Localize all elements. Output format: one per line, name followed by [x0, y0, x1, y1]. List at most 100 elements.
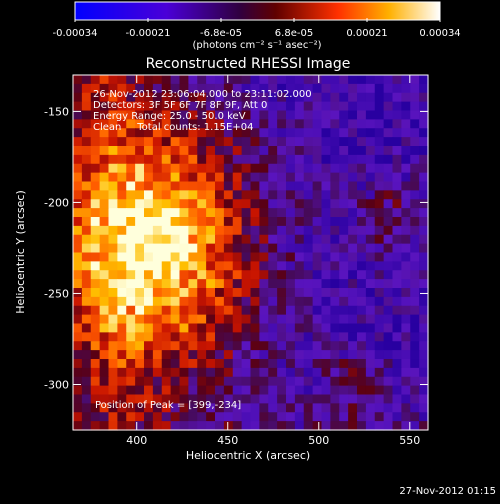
heatmap-cell	[152, 252, 163, 262]
heatmap-cell	[330, 119, 340, 129]
heatmap-cell	[419, 421, 429, 431]
heatmap-cell	[206, 279, 216, 289]
heatmap-cell	[188, 261, 198, 271]
heatmap-cell	[419, 199, 429, 209]
heatmap-cell	[223, 279, 234, 289]
heatmap-cell	[215, 146, 225, 156]
heatmap-cell	[374, 341, 385, 351]
heatmap-cell	[339, 101, 349, 112]
heatmap-cell	[410, 394, 420, 404]
heatmap-cell	[197, 305, 207, 316]
heatmap-cell	[161, 394, 172, 404]
heatmap-cell	[152, 225, 163, 236]
heatmap-cell	[312, 288, 323, 298]
heatmap-cell	[206, 350, 216, 360]
heatmap-cell	[330, 279, 340, 289]
heatmap-cell	[392, 190, 402, 200]
heatmap-cell	[312, 181, 323, 191]
heatmap-cell	[348, 110, 358, 120]
heatmap-cell	[410, 172, 420, 183]
heatmap-cell	[206, 421, 216, 431]
heatmap-cell	[357, 421, 367, 431]
heatmap-cell	[241, 83, 252, 94]
heatmap-cell	[321, 323, 331, 333]
heatmap-cell	[410, 323, 420, 333]
heatmap-cell	[179, 323, 189, 333]
heatmap-cell	[90, 261, 101, 271]
heatmap-cell	[126, 350, 136, 360]
heatmap-cell	[232, 199, 243, 209]
heatmap-cell	[365, 367, 376, 378]
heatmap-cell	[117, 288, 127, 298]
heatmap-cell	[321, 252, 331, 262]
heatmap-cell	[223, 376, 234, 387]
heatmap-cell	[294, 421, 305, 431]
heatmap-cell	[365, 412, 376, 422]
heatmap-cell	[321, 199, 331, 209]
heatmap-cell	[108, 119, 118, 129]
heatmap-cell	[223, 172, 234, 183]
heatmap-cell	[348, 163, 358, 174]
heatmap-cell	[73, 296, 83, 307]
heatmap-cell	[135, 234, 145, 245]
heatmap-cell	[419, 92, 429, 103]
heatmap-cell	[277, 296, 287, 307]
heatmap-cell	[197, 163, 207, 174]
heatmap-cell	[135, 75, 145, 85]
heatmap-cell	[197, 288, 207, 298]
heatmap-cell	[357, 190, 367, 200]
heatmap-cell	[215, 394, 225, 404]
heatmap-cell	[348, 128, 358, 138]
heatmap-cell	[152, 412, 163, 422]
heatmap-cell	[410, 119, 420, 129]
heatmap-cell	[286, 296, 296, 307]
heatmap-cell	[250, 279, 260, 289]
heatmap-cell	[144, 92, 154, 103]
heatmap-cell	[250, 199, 260, 209]
heatmap-cell	[170, 83, 181, 94]
heatmap-cell	[330, 101, 340, 112]
heatmap-cell	[161, 119, 172, 129]
heatmap-cell	[223, 110, 234, 120]
heatmap-cell	[392, 323, 402, 333]
heatmap-cell	[303, 359, 314, 369]
heatmap-cell	[197, 208, 207, 218]
heatmap-cell	[108, 208, 118, 218]
heatmap-cell	[419, 323, 429, 333]
heatmap-cell	[392, 279, 402, 289]
heatmap-cell	[197, 243, 207, 254]
heatmap-cell	[108, 225, 118, 236]
heatmap-cell	[161, 154, 172, 165]
heatmap-cell	[294, 163, 305, 174]
heatmap-cell	[321, 385, 331, 396]
heatmap-cell	[401, 261, 411, 271]
heatmap-cell	[286, 199, 296, 209]
heatmap-cell	[73, 288, 83, 298]
heatmap-cell	[392, 350, 402, 360]
heatmap-cell	[259, 305, 269, 316]
heatmap-cell	[241, 119, 252, 129]
heatmap-cell	[223, 412, 234, 422]
heatmap-cell	[321, 154, 331, 165]
heatmap-cell	[188, 172, 198, 183]
heatmap-cell	[268, 367, 278, 378]
heatmap-cell	[126, 190, 136, 200]
heatmap-cell	[170, 243, 181, 254]
heatmap-cell	[286, 146, 296, 156]
heatmap-cell	[161, 92, 172, 103]
heatmap-cell	[339, 172, 349, 183]
heatmap-cell	[286, 421, 296, 431]
heatmap-cell	[188, 110, 198, 120]
heatmap-cell	[277, 314, 287, 325]
heatmap-cell	[73, 137, 83, 147]
heatmap-cell	[232, 217, 243, 227]
heatmap-cell	[126, 172, 136, 183]
heatmap-cell	[206, 376, 216, 387]
heatmap-cell	[268, 341, 278, 351]
heatmap-cell	[188, 359, 198, 369]
heatmap-cell	[321, 243, 331, 254]
heatmap-cell	[223, 296, 234, 307]
axes: 400 450 500 550-150-200-250-300	[44, 75, 428, 447]
heatmap-cell	[126, 252, 136, 262]
heatmap-cell	[206, 137, 216, 147]
